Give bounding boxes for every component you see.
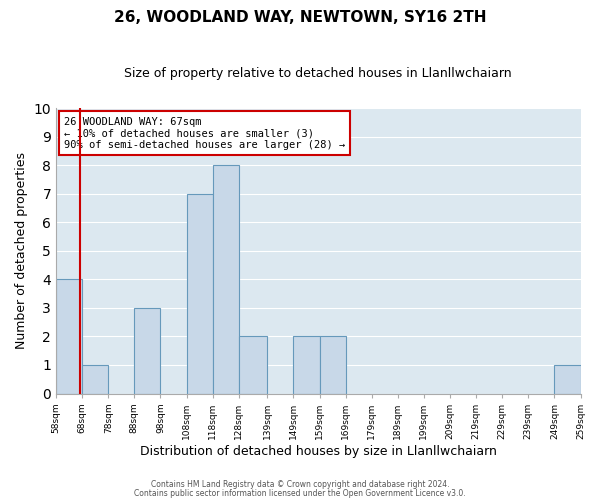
X-axis label: Distribution of detached houses by size in Llanllwchaiarn: Distribution of detached houses by size …	[140, 444, 497, 458]
Text: 26 WOODLAND WAY: 67sqm
← 10% of detached houses are smaller (3)
90% of semi-deta: 26 WOODLAND WAY: 67sqm ← 10% of detached…	[64, 116, 345, 150]
Text: Contains HM Land Registry data © Crown copyright and database right 2024.: Contains HM Land Registry data © Crown c…	[151, 480, 449, 489]
Bar	[212, 165, 239, 394]
Bar	[293, 336, 320, 394]
Text: 26, WOODLAND WAY, NEWTOWN, SY16 2TH: 26, WOODLAND WAY, NEWTOWN, SY16 2TH	[114, 10, 486, 25]
Bar	[554, 365, 581, 394]
Bar	[187, 194, 212, 394]
Bar	[320, 336, 346, 394]
Title: Size of property relative to detached houses in Llanllwchaiarn: Size of property relative to detached ho…	[124, 68, 512, 80]
Bar	[134, 308, 160, 394]
Bar	[239, 336, 268, 394]
Bar	[56, 280, 82, 394]
Y-axis label: Number of detached properties: Number of detached properties	[15, 152, 28, 350]
Bar	[82, 365, 108, 394]
Text: Contains public sector information licensed under the Open Government Licence v3: Contains public sector information licen…	[134, 488, 466, 498]
